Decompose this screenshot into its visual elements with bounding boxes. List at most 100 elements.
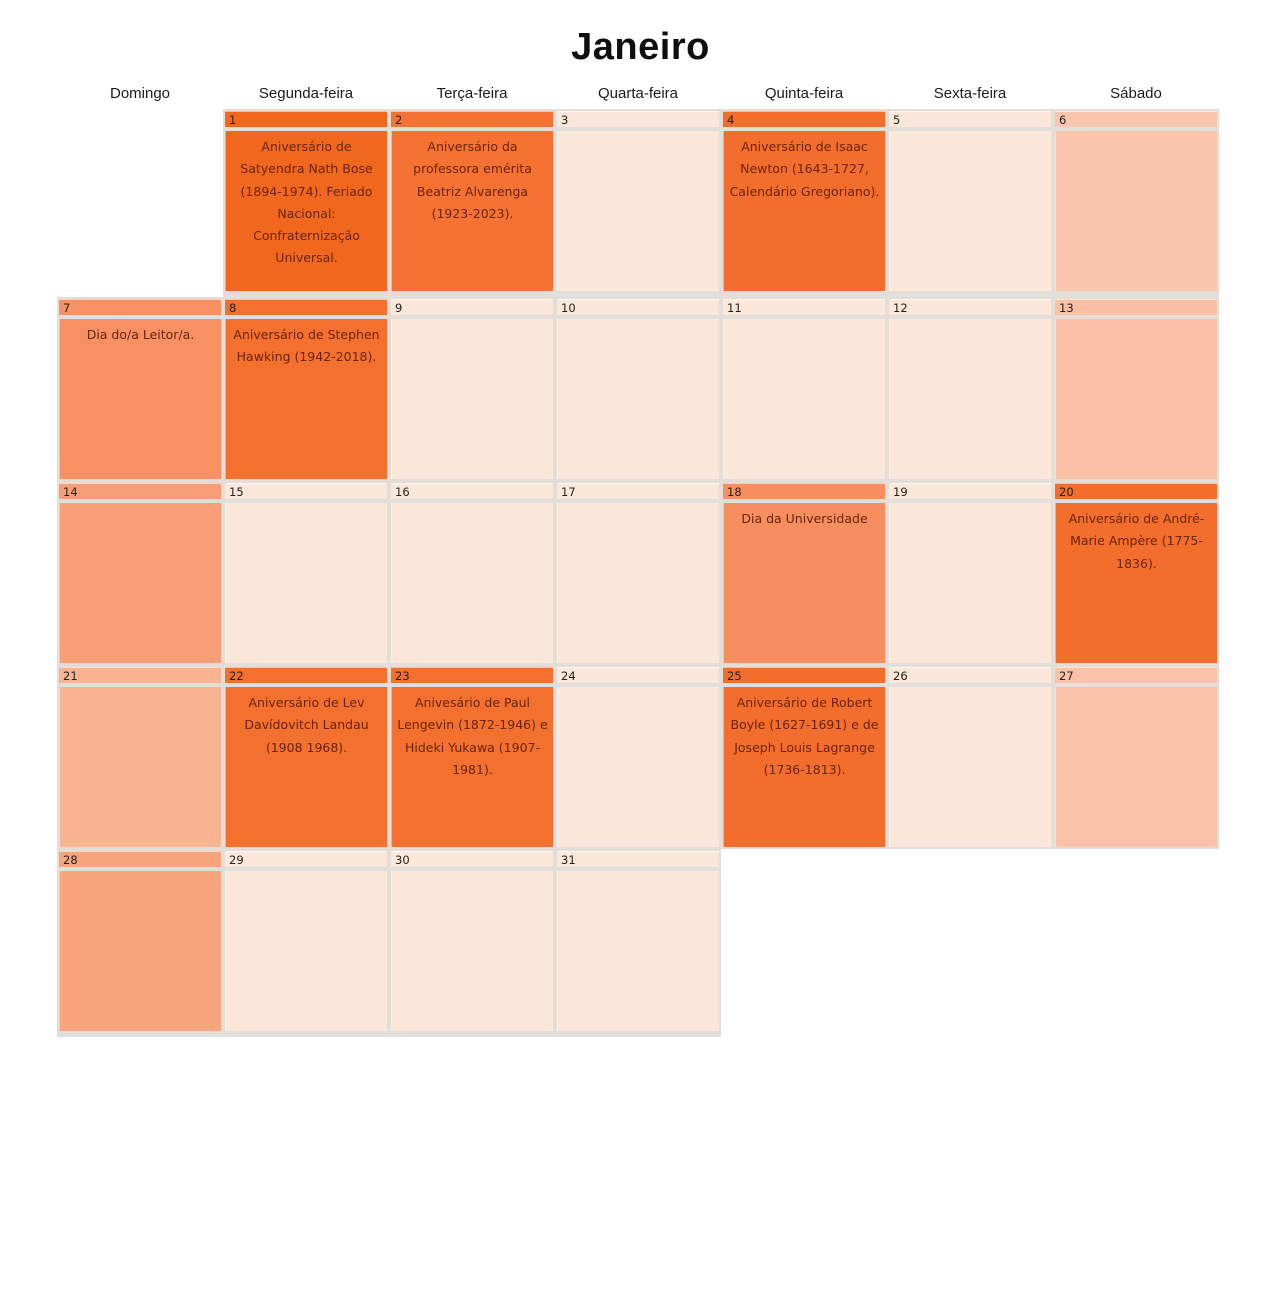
day-cell-26[interactable]: 26 [887, 665, 1053, 849]
weekday-header-row: Domingo Segunda-feira Terça-feira Quarta… [57, 85, 1219, 102]
day-events: Aniversário da professora emérita Beatri… [391, 131, 553, 291]
day-number: 20 [1055, 483, 1217, 499]
day-events [557, 503, 719, 663]
weekday-quarta: Quarta-feira [597, 85, 679, 102]
day-number: 8 [225, 299, 387, 315]
day-cell-7[interactable]: 7 Dia do/a Leitor/a. [57, 297, 223, 481]
day-events [59, 871, 221, 1031]
day-number: 7 [59, 299, 221, 315]
day-cell-25[interactable]: 25 Aniversário de Robert Boyle (1627-169… [721, 665, 887, 849]
day-cell-30[interactable]: 30 [389, 849, 555, 1037]
day-cell-29[interactable]: 29 [223, 849, 389, 1037]
day-cell-5[interactable]: 5 [887, 109, 1053, 297]
page-title: Janeiro [571, 26, 710, 68]
day-events: Dia do/a Leitor/a. [59, 319, 221, 479]
day-cell-14[interactable]: 14 [57, 481, 223, 665]
day-cell-11[interactable]: 11 [721, 297, 887, 481]
day-cell-10[interactable]: 10 [555, 297, 721, 481]
day-events: Aniversário de Satyendra Nath Bose (1894… [225, 131, 387, 291]
empty-slot [887, 849, 1053, 1037]
day-number: 25 [723, 667, 885, 683]
day-events [225, 503, 387, 663]
day-events: Aniversário de Isaac Newton (1643-1727, … [723, 131, 885, 291]
day-events [391, 871, 553, 1031]
day-number: 19 [889, 483, 1051, 499]
day-number: 28 [59, 851, 221, 867]
day-events: Dia da Universidade [723, 503, 885, 663]
day-number: 18 [723, 483, 885, 499]
day-events [889, 687, 1051, 847]
day-cell-3[interactable]: 3 [555, 109, 721, 297]
day-cell-20[interactable]: 20 Aniversário de André-Marie Ampère (17… [1053, 481, 1219, 665]
day-cell-23[interactable]: 23 Anivesário de Paul Lengevin (1872-194… [389, 665, 555, 849]
day-cell-27[interactable]: 27 [1053, 665, 1219, 849]
day-number: 26 [889, 667, 1051, 683]
day-cell-13[interactable]: 13 [1053, 297, 1219, 481]
day-events [59, 687, 221, 847]
day-events [557, 871, 719, 1031]
weekday-sabado: Sábado [1110, 85, 1162, 102]
day-number: 17 [557, 483, 719, 499]
day-number: 1 [225, 111, 387, 127]
day-cell-17[interactable]: 17 [555, 481, 721, 665]
day-number: 14 [59, 483, 221, 499]
day-number: 9 [391, 299, 553, 315]
day-cell-4[interactable]: 4 Aniversário de Isaac Newton (1643-1727… [721, 109, 887, 297]
day-number: 16 [391, 483, 553, 499]
weekday-segunda: Segunda-feira [258, 85, 354, 102]
day-cell-22[interactable]: 22 Aniversário de Lev Davídovitch Landau… [223, 665, 389, 849]
day-number: 27 [1055, 667, 1217, 683]
day-number: 21 [59, 667, 221, 683]
day-cell-18[interactable]: 18 Dia da Universidade [721, 481, 887, 665]
day-events [225, 871, 387, 1031]
day-cell-6[interactable]: 6 [1053, 109, 1219, 297]
empty-slot [1053, 849, 1219, 1037]
day-events [557, 131, 719, 291]
day-cell-16[interactable]: 16 [389, 481, 555, 665]
day-events: Aniversário de Stephen Hawking (1942-201… [225, 319, 387, 479]
day-number: 12 [889, 299, 1051, 315]
day-events [1055, 687, 1217, 847]
day-number: 2 [391, 111, 553, 127]
day-events [1055, 319, 1217, 479]
day-events [889, 131, 1051, 291]
day-number: 5 [889, 111, 1051, 127]
day-cell-19[interactable]: 19 [887, 481, 1053, 665]
weekday-sexta: Sexta-feira [933, 85, 1007, 102]
day-number: 22 [225, 667, 387, 683]
day-cell-21[interactable]: 21 [57, 665, 223, 849]
day-cell-1[interactable]: 1 Aniversário de Satyendra Nath Bose (18… [223, 109, 389, 297]
day-cell-9[interactable]: 9 [389, 297, 555, 481]
day-events: Aniversário de Robert Boyle (1627-1691) … [723, 687, 885, 847]
calendar-grid: 1 Aniversário de Satyendra Nath Bose (18… [57, 109, 1219, 1037]
weekday-quinta: Quinta-feira [764, 85, 844, 102]
day-cell-12[interactable]: 12 [887, 297, 1053, 481]
day-number: 24 [557, 667, 719, 683]
day-events [391, 319, 553, 479]
day-number: 31 [557, 851, 719, 867]
day-events [557, 687, 719, 847]
day-events [723, 319, 885, 479]
day-number: 23 [391, 667, 553, 683]
day-events [557, 319, 719, 479]
day-number: 4 [723, 111, 885, 127]
day-events: Aniversário de Lev Davídovitch Landau (1… [225, 687, 387, 847]
day-cell-31[interactable]: 31 [555, 849, 721, 1037]
weekday-domingo: Domingo [109, 85, 171, 102]
day-cell-24[interactable]: 24 [555, 665, 721, 849]
day-number: 3 [557, 111, 719, 127]
day-events: Anivesário de Paul Lengevin (1872-1946) … [391, 687, 553, 847]
day-events [889, 503, 1051, 663]
day-number: 13 [1055, 299, 1217, 315]
day-cell-28[interactable]: 28 [57, 849, 223, 1037]
day-cell-8[interactable]: 8 Aniversário de Stephen Hawking (1942-2… [223, 297, 389, 481]
day-cell-15[interactable]: 15 [223, 481, 389, 665]
day-events [1055, 131, 1217, 291]
day-number: 10 [557, 299, 719, 315]
day-events: Aniversário de André-Marie Ampère (1775-… [1055, 503, 1217, 663]
day-number: 29 [225, 851, 387, 867]
day-cell-2[interactable]: 2 Aniversário da professora emérita Beat… [389, 109, 555, 297]
empty-slot [57, 109, 223, 297]
day-number: 15 [225, 483, 387, 499]
empty-slot [721, 849, 887, 1037]
